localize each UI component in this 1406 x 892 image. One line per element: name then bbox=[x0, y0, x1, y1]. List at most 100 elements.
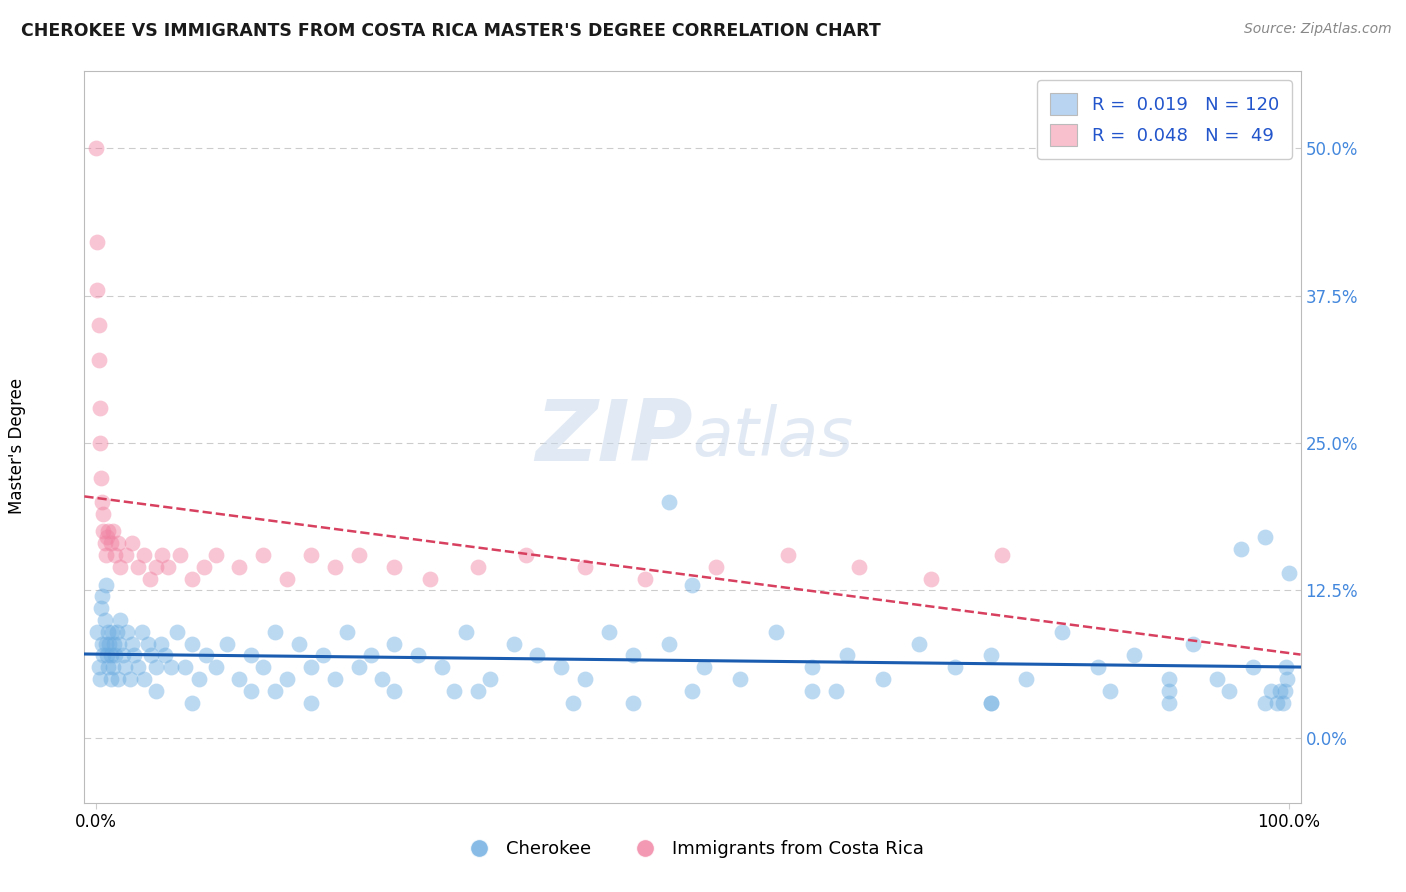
Point bbox=[1087, 660, 1109, 674]
Point bbox=[991, 548, 1014, 562]
Point bbox=[101, 624, 124, 639]
Point bbox=[634, 572, 657, 586]
Point bbox=[108, 613, 131, 627]
Point bbox=[145, 559, 167, 574]
Point bbox=[194, 648, 217, 663]
Point bbox=[117, 624, 139, 639]
Point bbox=[872, 672, 894, 686]
Point bbox=[166, 624, 188, 639]
Point bbox=[336, 624, 359, 639]
Point bbox=[111, 648, 134, 663]
Point bbox=[848, 559, 870, 574]
Point bbox=[91, 495, 114, 509]
Point bbox=[131, 624, 153, 639]
Point bbox=[96, 530, 118, 544]
Point bbox=[347, 660, 370, 674]
Text: atlas: atlas bbox=[693, 404, 853, 470]
Point bbox=[1260, 683, 1282, 698]
Point bbox=[204, 548, 226, 562]
Point bbox=[93, 536, 115, 550]
Point bbox=[800, 660, 823, 674]
Point bbox=[91, 590, 114, 604]
Point bbox=[800, 683, 823, 698]
Point bbox=[382, 559, 405, 574]
Point bbox=[515, 548, 537, 562]
Point bbox=[217, 636, 239, 650]
Point bbox=[371, 672, 394, 686]
Point bbox=[980, 696, 1002, 710]
Point bbox=[155, 648, 177, 663]
Text: ZIP: ZIP bbox=[534, 395, 693, 479]
Point bbox=[658, 636, 681, 650]
Point bbox=[1182, 636, 1205, 650]
Point bbox=[160, 660, 183, 674]
Point bbox=[1122, 648, 1144, 663]
Point bbox=[621, 648, 644, 663]
Point bbox=[156, 559, 179, 574]
Point bbox=[136, 636, 159, 650]
Point bbox=[86, 283, 108, 297]
Point bbox=[562, 696, 585, 710]
Point bbox=[264, 624, 287, 639]
Point bbox=[84, 141, 107, 155]
Point bbox=[574, 672, 596, 686]
Legend: Cherokee, Immigrants from Costa Rica: Cherokee, Immigrants from Costa Rica bbox=[451, 830, 934, 867]
Point bbox=[173, 660, 195, 674]
Point bbox=[87, 318, 110, 332]
Point bbox=[93, 648, 115, 663]
Point bbox=[115, 548, 138, 562]
Point bbox=[1206, 672, 1229, 686]
Point bbox=[323, 672, 346, 686]
Point bbox=[1218, 683, 1240, 698]
Point bbox=[728, 672, 751, 686]
Point bbox=[502, 636, 524, 650]
Point bbox=[94, 577, 117, 591]
Point bbox=[443, 683, 465, 698]
Point bbox=[1159, 696, 1181, 710]
Point bbox=[94, 548, 117, 562]
Point bbox=[93, 613, 115, 627]
Point bbox=[347, 548, 370, 562]
Point bbox=[104, 548, 127, 562]
Point bbox=[94, 636, 117, 650]
Point bbox=[1015, 672, 1038, 686]
Point bbox=[360, 648, 382, 663]
Point bbox=[89, 672, 111, 686]
Point bbox=[943, 660, 966, 674]
Point bbox=[240, 648, 263, 663]
Point bbox=[105, 624, 128, 639]
Point bbox=[121, 536, 143, 550]
Point bbox=[681, 683, 703, 698]
Point bbox=[89, 401, 111, 415]
Point bbox=[127, 660, 149, 674]
Point bbox=[765, 624, 787, 639]
Point bbox=[132, 548, 155, 562]
Point bbox=[1270, 683, 1292, 698]
Point bbox=[139, 648, 162, 663]
Point bbox=[1050, 624, 1073, 639]
Point bbox=[908, 636, 931, 650]
Point bbox=[1098, 683, 1121, 698]
Point bbox=[526, 648, 548, 663]
Point bbox=[145, 660, 167, 674]
Point bbox=[228, 559, 250, 574]
Point bbox=[1265, 696, 1288, 710]
Point bbox=[98, 636, 121, 650]
Point bbox=[86, 235, 108, 250]
Point bbox=[103, 636, 125, 650]
Point bbox=[658, 495, 681, 509]
Point bbox=[193, 559, 215, 574]
Point bbox=[93, 524, 115, 539]
Point bbox=[312, 648, 335, 663]
Point bbox=[101, 660, 124, 674]
Point bbox=[467, 683, 489, 698]
Point bbox=[1254, 530, 1277, 544]
Point bbox=[100, 536, 122, 550]
Point bbox=[264, 683, 287, 698]
Point bbox=[299, 660, 322, 674]
Point bbox=[149, 636, 172, 650]
Point bbox=[228, 672, 250, 686]
Point bbox=[97, 524, 120, 539]
Point bbox=[478, 672, 501, 686]
Point bbox=[382, 636, 405, 650]
